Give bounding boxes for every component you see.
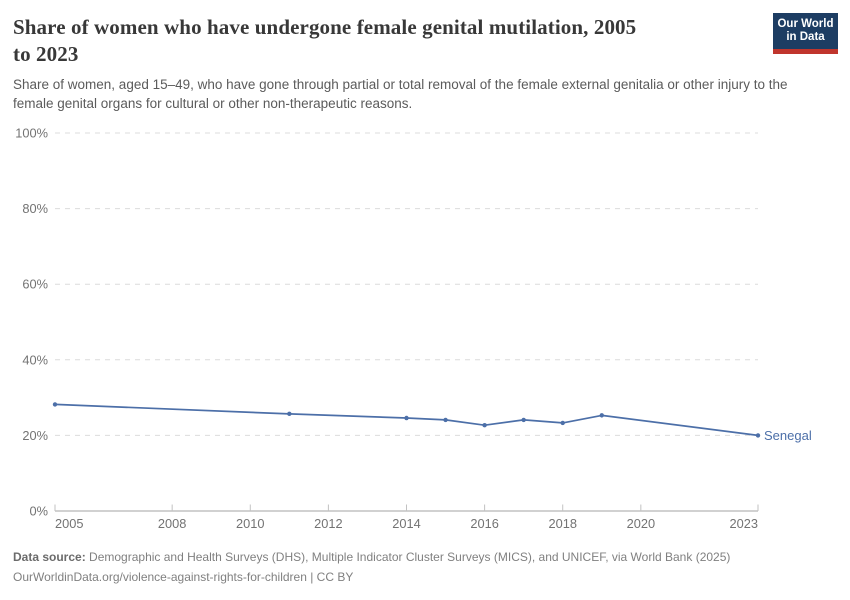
y-tick-label-80: 80% bbox=[22, 201, 48, 216]
data-point-senegal-2011[interactable] bbox=[287, 411, 292, 417]
x-tick-label-2014: 2014 bbox=[392, 516, 420, 531]
data-source-label: Data source: bbox=[13, 550, 86, 564]
data-point-senegal-2014[interactable] bbox=[404, 415, 409, 421]
x-tick-label-2005: 2005 bbox=[55, 516, 83, 531]
chart-title-line1: Share of women who have undergone female… bbox=[13, 15, 637, 39]
chart-footer: Data source: Demographic and Health Surv… bbox=[13, 547, 833, 587]
license-line: OurWorldinData.org/violence-against-righ… bbox=[13, 570, 354, 584]
x-tick-label-2016: 2016 bbox=[470, 516, 498, 531]
y-tick-label-20: 20% bbox=[22, 428, 48, 443]
data-point-senegal-2019[interactable] bbox=[599, 413, 604, 418]
data-point-senegal-2016[interactable] bbox=[482, 422, 487, 428]
chart-title-line2: to 2023 bbox=[13, 42, 79, 66]
x-tick-label-2020: 2020 bbox=[627, 516, 655, 531]
y-tick-label-0: 0% bbox=[30, 504, 49, 519]
owid-logo-text-line1: Our World bbox=[777, 17, 834, 30]
chart-title: Share of women who have undergone female… bbox=[13, 14, 733, 68]
y-tick-label-100: 100% bbox=[15, 126, 48, 141]
x-tick-label-2010: 2010 bbox=[236, 516, 264, 531]
chart-subtitle: Share of women, aged 15–49, who have gon… bbox=[13, 77, 788, 111]
data-point-senegal-2023[interactable] bbox=[755, 433, 761, 438]
y-tick-label-40: 40% bbox=[22, 352, 48, 367]
data-point-senegal-2015[interactable] bbox=[443, 417, 448, 423]
data-source-text: Demographic and Health Surveys (DHS), Mu… bbox=[85, 550, 731, 564]
owid-logo[interactable]: Our World in Data bbox=[773, 13, 838, 54]
y-tick-label-60: 60% bbox=[22, 277, 48, 292]
owid-logo-text-line2: in Data bbox=[786, 31, 825, 43]
data-point-senegal-2018[interactable] bbox=[560, 420, 565, 426]
data-point-senegal-2005[interactable] bbox=[52, 402, 58, 407]
x-tick-label-2008: 2008 bbox=[158, 516, 186, 531]
entity-label-senegal[interactable]: Senegal bbox=[764, 428, 812, 443]
data-point-senegal-2017[interactable] bbox=[521, 417, 526, 423]
data-source-line: Data source: Demographic and Health Surv… bbox=[13, 550, 730, 564]
x-tick-label-2018: 2018 bbox=[548, 516, 576, 531]
x-tick-label-2012: 2012 bbox=[314, 516, 342, 531]
x-tick-label-2023: 2023 bbox=[730, 516, 758, 531]
